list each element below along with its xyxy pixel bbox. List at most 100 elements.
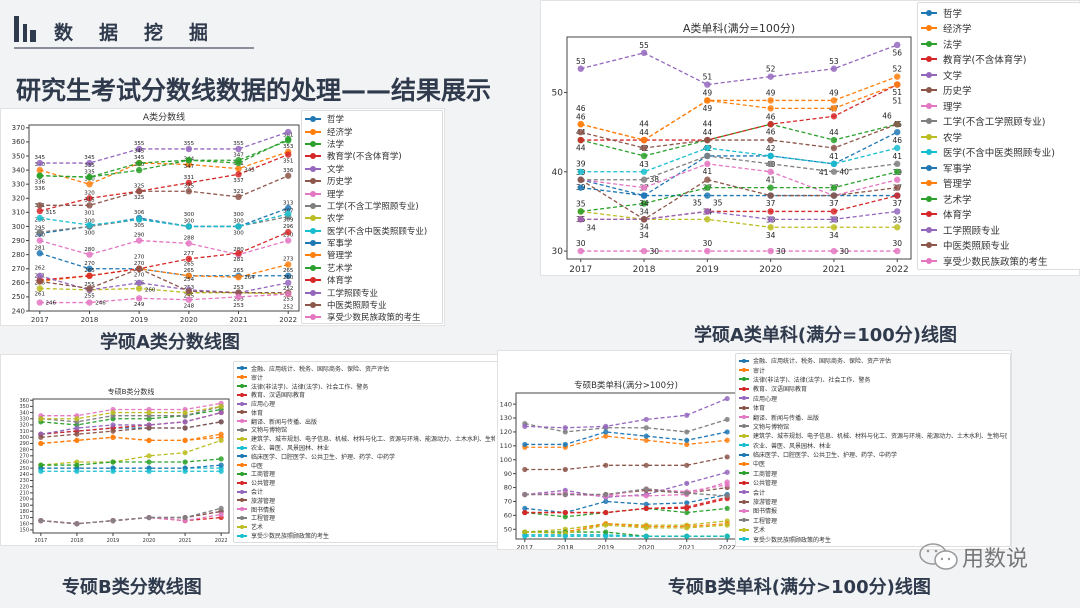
legend-marker <box>305 289 321 296</box>
data-point <box>577 176 584 183</box>
series-5 <box>38 419 224 440</box>
y-tick-label: 120 <box>500 428 512 436</box>
data-point <box>36 159 43 167</box>
legend-marker <box>237 383 247 388</box>
data-label: 335 <box>84 169 95 175</box>
data-point <box>235 159 242 167</box>
legend-label: 教育、汉语国际教育 <box>251 392 306 400</box>
x-tick-label: 2017 <box>569 265 592 275</box>
data-label: 337 <box>233 178 244 184</box>
data-point <box>562 514 568 520</box>
data-point <box>640 168 648 175</box>
legend-marker <box>305 153 321 160</box>
data-point <box>684 504 690 510</box>
data-point <box>684 412 690 418</box>
legend-item: 工学照顾专业 <box>921 222 1077 238</box>
data-point <box>894 224 901 231</box>
series-line <box>39 213 289 228</box>
data-point <box>767 192 774 199</box>
data-label: 336 <box>35 186 46 192</box>
data-point <box>640 184 648 191</box>
y-tick-label: 350 <box>19 404 29 410</box>
x-tick-label: 2022 <box>279 316 297 324</box>
data-point <box>146 514 152 521</box>
legend-label: 翻译、新闻与传播、出版 <box>753 414 820 422</box>
legend-label: 临床医学、口腔医学、公共卫生、护理、药学、中药学 <box>251 453 396 461</box>
y-tick-label: 140 <box>500 400 512 408</box>
data-point <box>146 453 152 459</box>
data-label: 336 <box>35 180 46 186</box>
data-point <box>724 395 730 402</box>
series-line <box>580 179 898 221</box>
data-label: 265 <box>283 268 294 274</box>
legend-item: 文物与博物馆 <box>739 422 1007 431</box>
data-label: 290 <box>134 233 145 239</box>
data-point <box>704 136 711 144</box>
data-point <box>894 176 901 183</box>
legend-item: 会计 <box>739 487 1007 497</box>
data-point <box>36 214 43 222</box>
data-label: 270 <box>84 261 95 267</box>
legend-label: 教育、汉语国际教育 <box>753 386 808 394</box>
y-tick-label: 30 <box>552 247 564 257</box>
x-tick-label: 2019 <box>130 316 148 324</box>
data-label: 34 <box>766 231 776 240</box>
data-label: 300 <box>233 212 244 218</box>
data-point <box>110 434 116 440</box>
legend-item: 审计 <box>237 373 495 382</box>
legend-item: 农学 <box>305 212 439 224</box>
legend-item: 管理学 <box>921 176 1077 192</box>
data-label: 56 <box>892 48 902 57</box>
legend-item: 法学 <box>305 138 439 150</box>
data-point <box>603 491 609 498</box>
data-label: 33 <box>892 215 902 224</box>
legend-item: 应用心理 <box>739 394 1007 403</box>
data-label: 37 <box>892 199 902 208</box>
data-point <box>562 441 568 448</box>
legend-item: 哲学 <box>921 5 1077 21</box>
data-point <box>767 224 774 231</box>
data-point <box>36 285 43 292</box>
data-label: 34 <box>639 207 649 216</box>
legend-item: 中医类照顾专业 <box>921 238 1077 254</box>
legend-label: 文学 <box>327 164 345 175</box>
data-label: 345 <box>84 155 95 161</box>
series-line <box>524 431 728 446</box>
data-point <box>704 184 711 191</box>
data-point <box>704 81 711 88</box>
legend-item: 艺术 <box>739 525 1007 534</box>
data-point <box>285 237 292 244</box>
legend-marker <box>305 264 321 271</box>
data-point <box>185 223 193 230</box>
section-title: 数据挖掘 <box>54 22 235 44</box>
legend-marker <box>739 443 749 448</box>
legend-marker <box>305 302 321 309</box>
data-point <box>235 171 242 178</box>
legend-item: 旅游管理 <box>237 496 495 505</box>
data-point <box>218 462 224 468</box>
data-label: 270 <box>134 273 145 279</box>
legend-marker <box>305 215 321 222</box>
series-line <box>580 171 898 213</box>
chart-title: 专硕B类分数线 <box>108 387 155 396</box>
data-label: 49 <box>703 104 713 113</box>
data-label: 264 <box>244 275 255 281</box>
legend-label: 文学 <box>943 70 963 82</box>
data-point <box>894 184 901 191</box>
data-label: 52 <box>892 65 902 74</box>
legend-label: 体育学 <box>943 210 972 222</box>
legend-marker <box>739 461 749 466</box>
data-point <box>577 216 584 223</box>
data-point <box>562 466 568 473</box>
legend-item: 艺术学 <box>921 191 1077 207</box>
chart-svg: A类单科(满分=100分) 30 40 50 2017 2018 2019 2020 2021 2… <box>552 21 912 275</box>
y-tick-label: 210 <box>19 491 29 497</box>
y-tick-label: 180 <box>19 509 29 515</box>
data-point <box>110 459 116 465</box>
data-point <box>110 468 116 474</box>
data-point <box>894 73 901 80</box>
data-point <box>643 416 649 423</box>
brand-logo: 用数说 <box>918 541 1028 573</box>
data-label: 34 <box>639 223 649 232</box>
series-line <box>580 155 898 181</box>
